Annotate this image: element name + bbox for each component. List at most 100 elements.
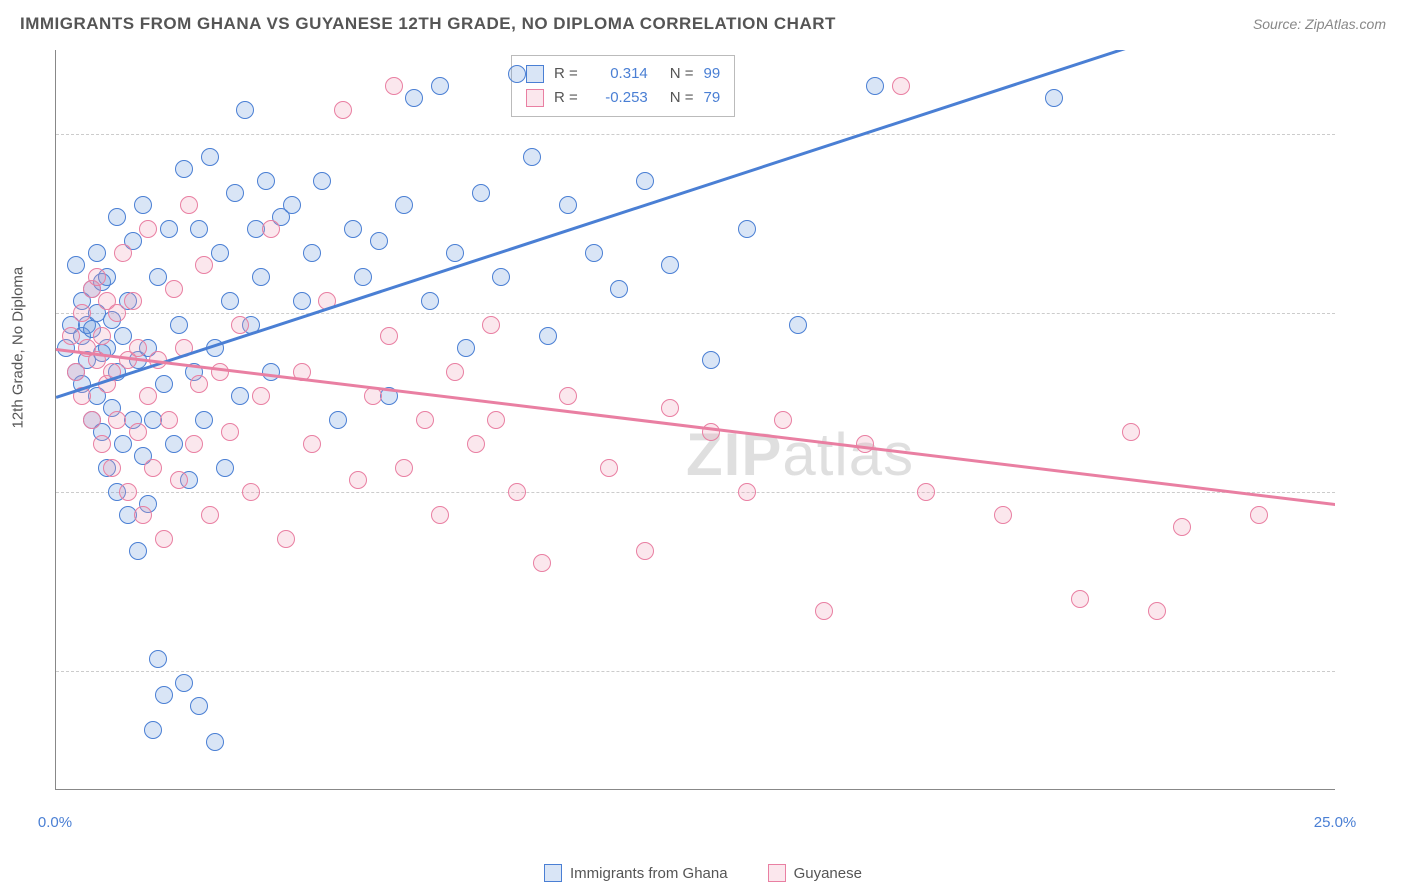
data-point [349,471,367,489]
data-point [201,506,219,524]
data-point [201,148,219,166]
data-point [195,256,213,274]
data-point [139,220,157,238]
r-label: R = [554,86,578,110]
data-point [114,244,132,262]
data-point [303,435,321,453]
data-point [170,471,188,489]
data-point [487,411,505,429]
x-tick [568,789,569,790]
data-point [242,483,260,501]
data-point [262,220,280,238]
data-point [226,184,244,202]
data-point [257,172,275,190]
data-point [155,686,173,704]
x-tick [312,789,313,790]
data-point [149,268,167,286]
data-point [119,483,137,501]
data-point [124,292,142,310]
data-point [446,244,464,262]
scatter-plot-area: ZIPatlas R =0.314N =99R =-0.253N =79 77.… [55,50,1335,790]
data-point [155,530,173,548]
data-point [175,160,193,178]
data-point [738,483,756,501]
data-point [1071,590,1089,608]
data-point [139,387,157,405]
source-attribution: Source: ZipAtlas.com [1253,16,1386,32]
data-point [789,316,807,334]
data-point [108,208,126,226]
data-point [231,387,249,405]
data-point [216,459,234,477]
data-point [180,196,198,214]
n-label: N = [670,62,694,86]
data-point [508,65,526,83]
data-point [405,89,423,107]
data-point [108,304,126,322]
data-point [1122,423,1140,441]
data-point [144,459,162,477]
data-point [129,542,147,560]
data-point [1250,506,1268,524]
data-point [385,77,403,95]
series-legend-label: Guyanese [794,865,862,882]
data-point [866,77,884,95]
data-point [185,435,203,453]
stat-legend-row: R =0.314N =99 [526,62,720,86]
n-label: N = [670,86,694,110]
data-point [370,232,388,250]
data-point [103,459,121,477]
data-point [195,411,213,429]
data-point [67,256,85,274]
data-point [523,148,541,166]
x-tick-label: 0.0% [38,814,72,831]
y-gridline [56,134,1335,135]
x-tick [1080,789,1081,790]
legend-swatch [526,89,544,107]
data-point [160,220,178,238]
data-point [492,268,510,286]
data-point [88,244,106,262]
data-point [610,280,628,298]
series-legend-item: Immigrants from Ghana [544,864,728,882]
r-label: R = [554,62,578,86]
data-point [313,172,331,190]
data-point [134,506,152,524]
data-point [211,363,229,381]
data-point [482,316,500,334]
data-point [395,459,413,477]
data-point [144,721,162,739]
data-point [165,280,183,298]
data-point [738,220,756,238]
x-tick-label: 25.0% [1314,814,1357,831]
data-point [457,339,475,357]
data-point [221,292,239,310]
data-point [73,304,91,322]
legend-swatch [768,864,786,882]
data-point [533,554,551,572]
n-value: 79 [704,86,721,110]
data-point [994,506,1012,524]
data-point [380,327,398,345]
data-point [467,435,485,453]
data-point [114,327,132,345]
r-value: -0.253 [588,86,648,110]
data-point [149,650,167,668]
data-point [190,375,208,393]
data-point [93,327,111,345]
data-point [252,387,270,405]
legend-swatch [526,65,544,83]
data-point [395,196,413,214]
data-point [636,542,654,560]
data-point [190,697,208,715]
data-point [83,411,101,429]
data-point [431,77,449,95]
data-point [231,316,249,334]
data-point [175,674,193,692]
data-point [293,292,311,310]
data-point [129,339,147,357]
data-point [236,101,254,119]
data-point [539,327,557,345]
data-point [344,220,362,238]
data-point [1148,602,1166,620]
